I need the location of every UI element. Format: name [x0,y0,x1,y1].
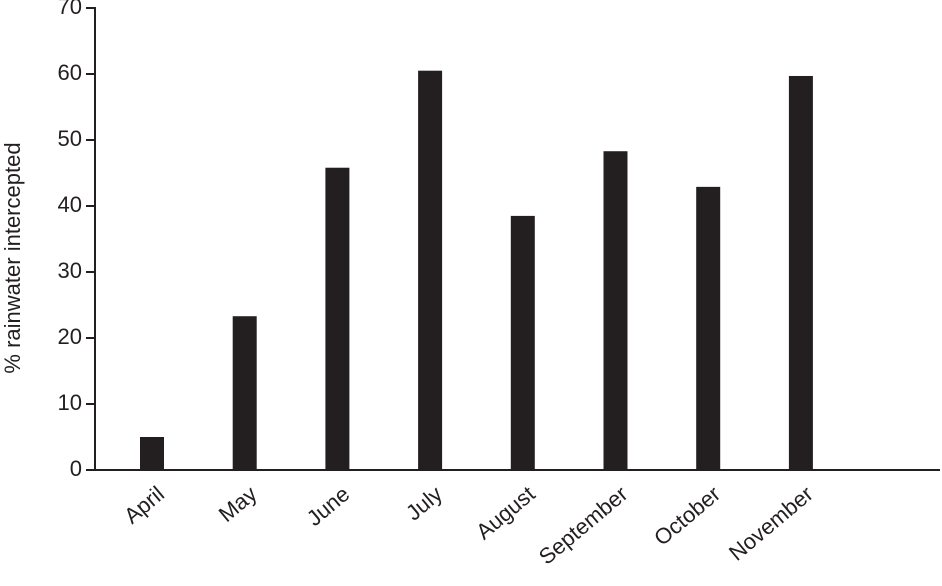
bar [418,70,443,470]
x-tick-label: September [534,481,633,569]
x-tick-label: October [649,481,725,550]
x-tick-label: May [214,481,262,527]
y-tick-label: 30 [58,258,82,283]
bar [232,316,257,470]
x-tick-label: July [401,481,447,525]
x-tick-label: August [471,481,540,544]
y-tick-label: 70 [58,0,82,19]
x-tick-label: April [119,481,169,528]
y-tick-label: 0 [70,456,82,481]
y-tick-label: 50 [58,126,82,151]
x-tick-label: November [724,481,818,565]
bar [510,215,535,470]
y-tick-label: 20 [58,324,82,349]
x-tick-label: June [302,481,355,531]
bar [325,167,350,470]
y-tick-label: 40 [58,192,82,217]
bar [696,186,721,471]
y-axis-label: % rainwater intercepted [0,142,25,373]
bar [603,151,628,470]
bar [788,75,813,470]
y-tick-label: 60 [58,60,82,85]
bar [140,437,164,470]
y-tick-label: 10 [58,390,82,415]
